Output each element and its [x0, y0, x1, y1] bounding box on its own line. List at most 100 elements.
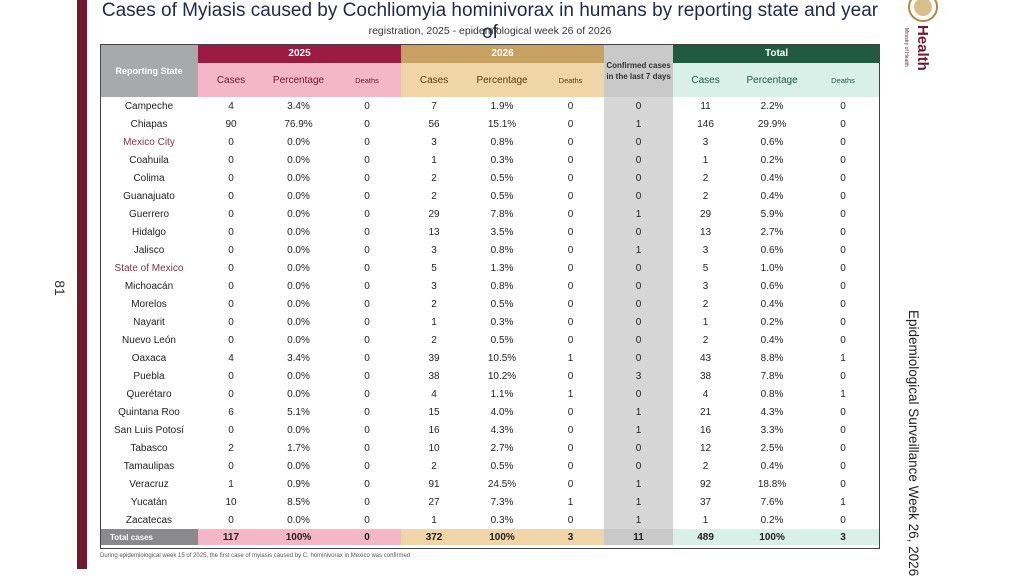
value-cell-d26: 0	[567, 100, 574, 112]
table-row: San Luis Potosí 0 0.0% 0 16 4.3% 0 1 16 3.3% 0	[100, 421, 880, 439]
table-row: Querétaro 0 0.0% 0 4 1.1% 1 0 4 0.8% 1	[100, 385, 880, 403]
value-cell-c25: 0	[228, 514, 234, 526]
value-cell-p25: 1.7%	[287, 442, 310, 454]
value-cell-d25: 0	[364, 370, 370, 382]
value-cell-l7: 0	[604, 295, 674, 313]
value-cell-d25: 0	[364, 442, 370, 454]
value-cell-p26: 1.3%	[490, 262, 514, 274]
value-cell-c25: 0	[228, 226, 234, 238]
value-cell-c26: 16	[428, 424, 440, 436]
value-cell-ct: 37	[700, 496, 712, 508]
value-cell-p26: 0.5%	[490, 334, 514, 346]
value-cell-pt: 0.4%	[760, 460, 784, 472]
state-name-cell: Campeche	[124, 100, 174, 112]
table-row: Jalisco 0 0.0% 0 3 0.8% 0 1 3 0.6% 0	[100, 241, 880, 259]
value-cell-pt: 8.8%	[760, 352, 784, 364]
value-cell-c26: 4	[431, 388, 437, 400]
value-cell-d26: 1	[567, 388, 574, 400]
value-cell-p26: 3.5%	[490, 226, 514, 238]
value-cell-d25: 0	[364, 514, 370, 526]
value-cell-p26: 0.5%	[490, 460, 514, 472]
value-cell-c26: 2	[431, 334, 437, 346]
state-name-cell: Guanajuato	[123, 190, 175, 202]
value-cell-dt: 0	[840, 442, 846, 454]
value-cell-c26: 5	[431, 262, 437, 274]
value-cell-p26: 1.1%	[490, 388, 514, 400]
value-cell-d25: 0	[364, 136, 370, 148]
total-cell-d25: 0	[333, 529, 402, 545]
table-row: Zacatecas 0 0.0% 0 1 0.3% 0 1 1 0.2% 0	[100, 511, 880, 529]
value-cell-ct: 4	[702, 388, 709, 400]
value-cell-d26: 0	[567, 370, 574, 382]
value-cell-c25: 6	[228, 406, 234, 418]
value-cell-dt: 0	[840, 514, 846, 526]
value-cell-l7: 0	[604, 439, 674, 457]
value-cell-dt: 0	[840, 478, 846, 490]
value-cell-c26: 38	[428, 370, 440, 382]
value-cell-ct: 3	[702, 244, 709, 256]
value-cell-c25: 0	[228, 388, 234, 400]
total-cell-c25: 117	[198, 529, 264, 545]
value-cell-l7: 0	[604, 349, 674, 367]
value-cell-dt: 0	[840, 190, 846, 202]
value-cell-p25: 0.0%	[287, 334, 310, 346]
value-cell-ct: 38	[700, 370, 712, 382]
total-cell-c26: 372	[401, 529, 468, 545]
value-cell-c25: 0	[228, 370, 234, 382]
total-cell-pt: 100%	[738, 529, 807, 545]
state-name-cell: Colima	[133, 172, 165, 184]
value-cell-dt: 0	[840, 424, 846, 436]
value-cell-p25: 0.0%	[287, 262, 310, 274]
value-cell-p25: 0.0%	[287, 208, 310, 220]
myiasis-table: Reporting State 2025 2026 Confirmed case…	[100, 44, 881, 545]
value-cell-ct: 146	[697, 118, 714, 130]
value-cell-dt: 0	[840, 208, 846, 220]
value-cell-p26: 10.2%	[487, 370, 517, 382]
value-cell-c25: 2	[228, 442, 234, 454]
value-cell-d26: 0	[567, 118, 574, 130]
state-name-cell: Zacatecas	[125, 514, 173, 526]
value-cell-c25: 0	[228, 244, 234, 256]
state-name-cell: Oaxaca	[131, 352, 167, 364]
value-cell-p25: 3.4%	[287, 352, 310, 364]
value-cell-pt: 7.6%	[760, 496, 784, 508]
value-cell-c25: 0	[228, 460, 234, 472]
value-cell-ct: 2	[702, 172, 709, 184]
deaths-2026-header: Deaths	[537, 63, 605, 97]
value-cell-p26: 0.5%	[490, 298, 514, 310]
value-cell-c25: 0	[228, 334, 234, 346]
value-cell-c26: 2	[431, 460, 437, 472]
table-row: Campeche 4 3.4% 0 7 1.9% 0 0 11 2.2% 0	[100, 97, 880, 115]
table-row: Nuevo León 0 0.0% 0 2 0.5% 0 0 2 0.4% 0	[100, 331, 880, 349]
state-header: Reporting State	[100, 44, 198, 97]
value-cell-p25: 5.1%	[287, 406, 310, 418]
table-row: Coahuila 0 0.0% 0 1 0.3% 0 0 1 0.2% 0	[100, 151, 880, 169]
table-row: Veracruz 1 0.9% 0 91 24.5% 0 1 92 18.8% 0	[100, 475, 880, 493]
value-cell-c25: 0	[228, 316, 234, 328]
value-cell-c25: 10	[225, 496, 237, 508]
value-cell-ct: 2	[702, 334, 709, 346]
state-name-cell: Guerrero	[128, 208, 169, 220]
value-cell-c25: 4	[228, 100, 234, 112]
value-cell-d26: 0	[567, 280, 574, 292]
value-cell-dt: 0	[840, 226, 846, 238]
value-cell-dt: 0	[840, 280, 846, 292]
state-name-cell: Mexico City	[123, 136, 175, 148]
value-cell-c26: 91	[428, 478, 440, 490]
value-cell-d26: 0	[567, 298, 574, 310]
value-cell-ct: 3	[702, 136, 709, 148]
value-cell-ct: 43	[700, 352, 712, 364]
value-cell-pt: 29.9%	[757, 118, 787, 130]
state-name-cell: Jalisco	[133, 244, 165, 256]
value-cell-d25: 0	[364, 298, 370, 310]
table-row: Hidalgo 0 0.0% 0 13 3.5% 0 0 13 2.7% 0	[100, 223, 880, 241]
value-cell-p25: 0.0%	[287, 388, 310, 400]
value-cell-dt: 0	[840, 118, 846, 130]
state-name-cell: Morelos	[131, 298, 167, 310]
page-number: 81	[51, 280, 68, 296]
value-cell-l7: 1	[604, 403, 674, 421]
value-cell-pt: 2.2%	[760, 100, 784, 112]
value-cell-ct: 5	[702, 262, 709, 274]
value-cell-p25: 0.0%	[287, 280, 310, 292]
value-cell-p25: 76.9%	[284, 118, 313, 130]
